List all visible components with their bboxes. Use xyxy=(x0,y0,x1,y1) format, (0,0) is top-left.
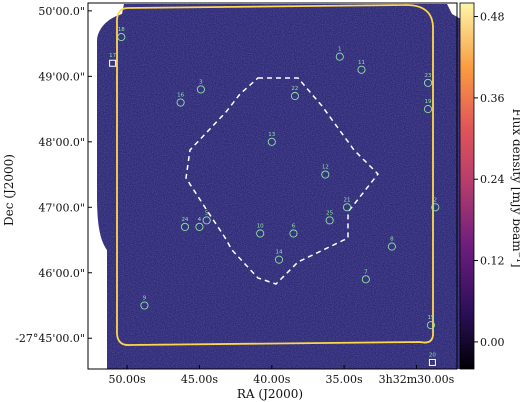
colorbar-tick-label: 0.48 xyxy=(480,11,505,24)
source-label: 25 xyxy=(326,210,333,216)
source-circle-marker xyxy=(267,137,276,146)
source-label: 21 xyxy=(344,197,351,203)
source-circle-marker xyxy=(424,78,433,87)
source-circle-marker xyxy=(196,85,205,94)
source-label: 10 xyxy=(257,223,264,229)
source-label: 11 xyxy=(358,60,365,66)
y-axis-title: Dec (J2000) xyxy=(2,154,16,226)
y-axis: -27°45'00.0" 46'00.0" 47'00.0" 48'00.0" 49'0… xyxy=(15,5,92,345)
y-tick-label: 47'00.0" xyxy=(38,201,85,214)
source-circle-marker xyxy=(357,65,366,74)
source-circle-marker xyxy=(274,255,284,264)
source-circle-marker xyxy=(180,222,190,231)
x-tick-label: 45.00s xyxy=(181,373,218,386)
x-tick-label: 3h32m30.00s xyxy=(379,373,455,386)
colorbar-ticks: 0.00 0.12 0.24 0.36 0.48 xyxy=(474,11,505,349)
source-label: 12 xyxy=(322,165,329,171)
y-tick-label: 46'00.0" xyxy=(38,267,85,280)
source-circle-marker xyxy=(424,105,433,114)
y-tick-label: 49'00.0" xyxy=(38,70,85,83)
source-circle-marker xyxy=(321,170,330,179)
x-tick-label: 35.00s xyxy=(326,373,363,386)
source-circle-marker xyxy=(325,216,334,225)
y-tick-label: 50'00.0" xyxy=(38,5,85,18)
source-label: 19 xyxy=(425,99,432,105)
source-circle-marker xyxy=(431,203,440,212)
source-label: 23 xyxy=(425,73,432,79)
source-circle-marker xyxy=(117,32,126,42)
colorbar-tick-label: 0.24 xyxy=(480,173,505,186)
source-square-marker xyxy=(428,358,436,366)
source-label: 2 xyxy=(434,197,438,203)
source-square-marker xyxy=(109,59,117,67)
source-markers: 1234567891011121314151617181920212223242… xyxy=(109,27,440,366)
source-label: 8 xyxy=(390,237,394,243)
source-label: 4 xyxy=(198,217,202,223)
source-label: 5 xyxy=(205,210,209,216)
inner-region-contour xyxy=(185,77,380,285)
source-circle-marker xyxy=(202,216,211,225)
source-label: 22 xyxy=(291,86,298,92)
source-label: 20 xyxy=(429,352,436,358)
colorbar: 0.00 0.12 0.24 0.36 0.48 Flux density [mJy b… xyxy=(459,2,520,370)
source-label: 14 xyxy=(276,250,283,256)
plot-frame xyxy=(87,2,458,370)
source-label: 24 xyxy=(181,217,188,223)
source-label: 16 xyxy=(177,93,184,99)
colorbar-title: Flux density [mJy beam⁻¹] xyxy=(510,108,520,267)
source-label: 15 xyxy=(427,315,434,321)
sky-image xyxy=(88,3,466,369)
colorbar-gradient xyxy=(459,2,475,370)
source-circle-marker xyxy=(335,52,344,61)
source-circle-marker xyxy=(140,301,149,310)
x-tick-label: 50.00s xyxy=(109,373,146,386)
source-label: 6 xyxy=(292,223,296,229)
source-label: 7 xyxy=(364,269,368,275)
x-axis-title: RA (J2000) xyxy=(237,387,303,401)
colorbar-tick-label: 0.36 xyxy=(480,92,505,105)
colorbar-tick-label: 0.12 xyxy=(480,255,505,268)
source-circle-marker xyxy=(195,222,204,231)
source-circle-marker xyxy=(426,321,436,330)
source-label: 17 xyxy=(109,53,116,59)
source-label: 3 xyxy=(199,79,203,85)
source-label: 9 xyxy=(143,295,147,301)
source-circle-marker xyxy=(361,275,370,284)
source-circle-marker xyxy=(256,229,265,238)
y-tick-label: 48'00.0" xyxy=(38,136,85,149)
source-circle-marker xyxy=(289,229,298,238)
source-circle-marker xyxy=(387,242,396,251)
source-label: 1 xyxy=(338,47,342,53)
colorbar-tick-label: 0.00 xyxy=(480,336,505,349)
source-label: 13 xyxy=(268,132,275,138)
y-tick-label: -27°45'00.0" xyxy=(15,332,85,345)
source-circle-marker xyxy=(176,98,185,107)
x-tick-label: 40.00s xyxy=(253,373,290,386)
source-circle-marker xyxy=(342,203,352,212)
source-circle-marker xyxy=(290,91,299,101)
x-axis: 50.00s 45.00s 40.00s 35.00s 3h32m30.00s xyxy=(109,365,455,386)
source-label: 18 xyxy=(118,27,125,33)
outer-region-contour xyxy=(116,4,434,346)
